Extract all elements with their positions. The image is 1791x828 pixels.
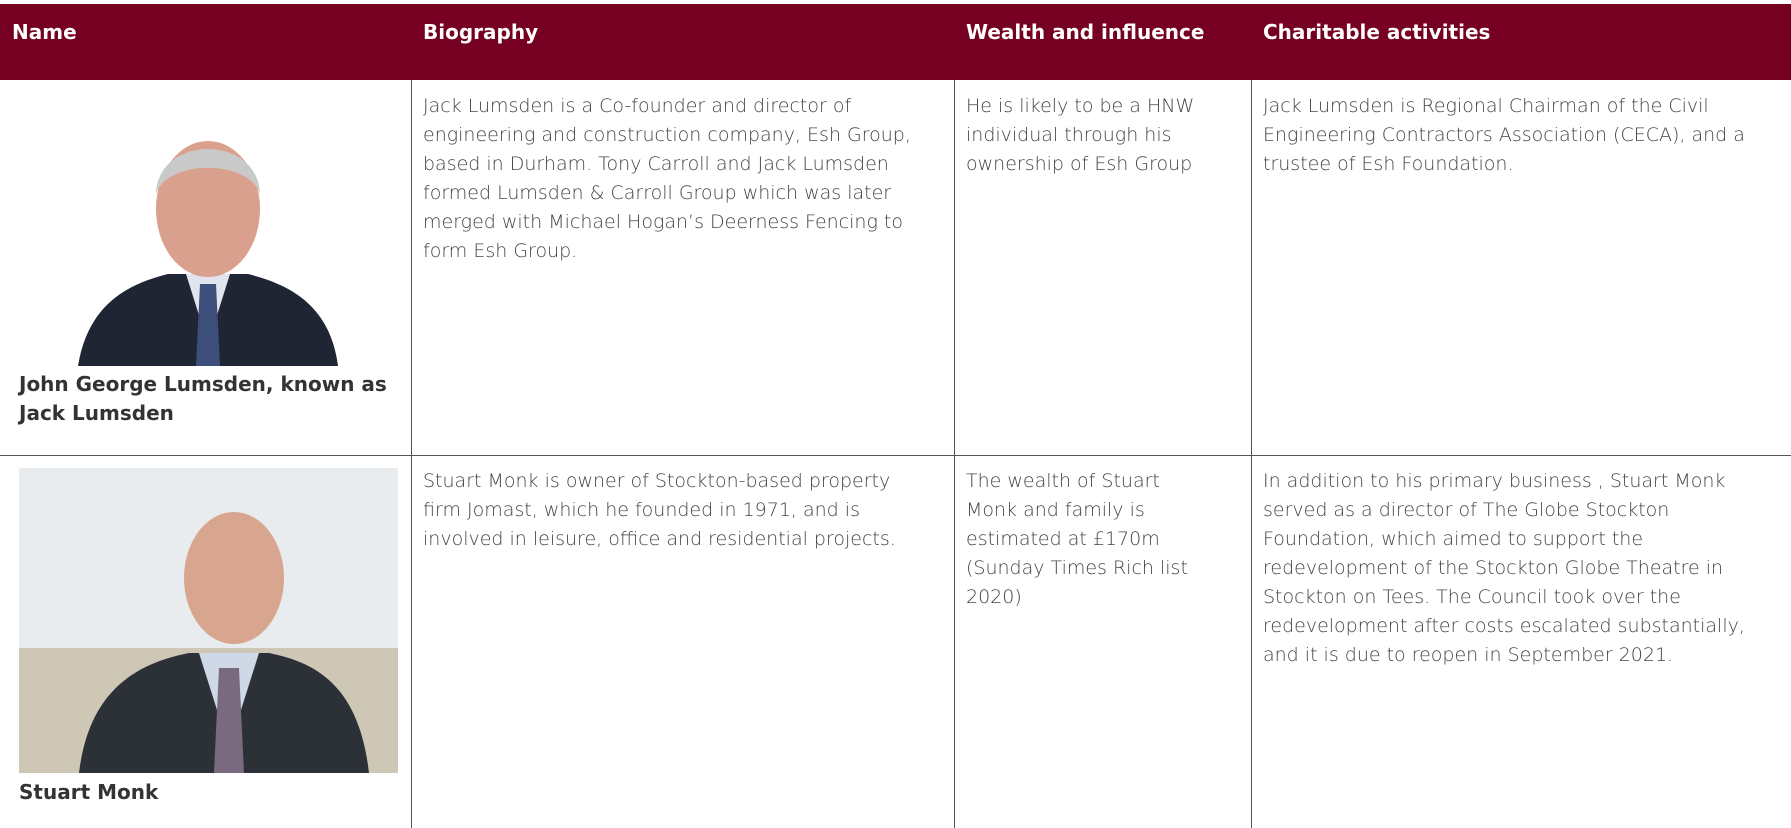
- biography: Jack Lumsden is a Co-founder and directo…: [423, 95, 911, 262]
- portrait-photo: [68, 114, 348, 366]
- header-cell: Name: [12, 20, 77, 44]
- charitable: In addition to his primary business , St…: [1263, 470, 1745, 666]
- column-divider: [1251, 80, 1252, 828]
- header-cell: Biography: [423, 20, 539, 44]
- person-name: John George Lumsden, known as Jack Lumsd…: [19, 372, 387, 425]
- person-name: Stuart Monk: [19, 780, 159, 804]
- header-bar: [0, 4, 1791, 80]
- biography: Stuart Monk is owner of Stockton-based p…: [423, 470, 896, 550]
- charitable: Jack Lumsden is Regional Chairman of the…: [1263, 95, 1745, 175]
- wealth: The wealth of Stuart Monk and family is …: [966, 470, 1188, 608]
- header-cell: Charitable activities: [1263, 20, 1491, 44]
- wealth: He is likely to be a HNW individual thro…: [966, 95, 1195, 175]
- column-divider: [411, 80, 412, 828]
- portrait-photo: [19, 468, 398, 773]
- row-divider: [0, 455, 1791, 456]
- header-cell: Wealth and influence: [966, 20, 1205, 44]
- column-divider: [954, 80, 955, 828]
